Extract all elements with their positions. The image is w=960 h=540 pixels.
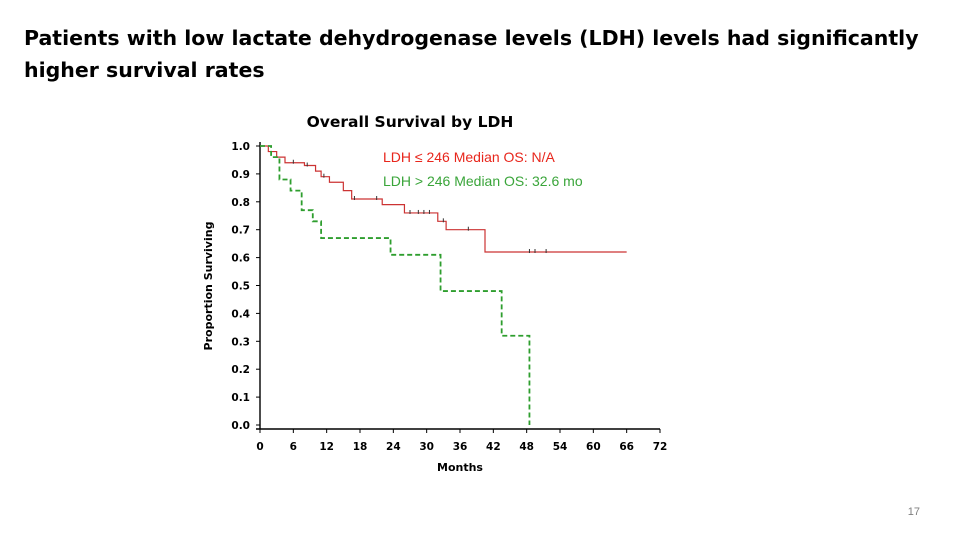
x-tick-label: 36	[453, 441, 468, 453]
y-tick-label: 0.0	[231, 420, 250, 432]
legend-ldh-low: LDH ≤ 246 Median OS: N/A	[383, 149, 556, 165]
slide-title-line-1: Patients with low lactate dehydrogenase …	[24, 26, 919, 50]
y-tick-label: 1.0	[231, 141, 250, 153]
y-tick-label: 0.4	[231, 308, 250, 320]
series-line-ldh-high	[260, 145, 531, 425]
x-tick-label: 66	[619, 441, 634, 453]
x-tick-label: 48	[519, 441, 534, 453]
x-tick-label: 30	[419, 441, 434, 453]
x-tick-label: 24	[386, 441, 401, 453]
y-tick-label: 0.3	[231, 336, 250, 348]
x-tick-label: 0	[256, 441, 263, 453]
slide-title: Patients with low lactate dehydrogenase …	[24, 22, 944, 86]
y-tick-label: 0.9	[231, 169, 250, 181]
y-tick-label: 0.6	[231, 253, 250, 265]
chart-title: Overall Survival by LDH	[307, 113, 514, 131]
x-tick-label: 42	[486, 441, 501, 453]
x-tick-label: 12	[319, 441, 334, 453]
y-tick-label: 0.1	[231, 392, 250, 404]
y-axis-label: Proportion Surviving	[202, 222, 215, 351]
x-tick-label: 6	[290, 441, 297, 453]
x-tick-label: 72	[653, 441, 668, 453]
y-tick-label: 0.7	[231, 225, 250, 237]
legend-ldh-high: LDH > 246 Median OS: 32.6 mo	[383, 173, 583, 189]
x-tick-label: 18	[353, 441, 368, 453]
x-tick-label: 60	[586, 441, 601, 453]
page-number: 17	[907, 506, 920, 518]
series-line-ldh-low	[260, 145, 627, 253]
x-axis-label: Months	[437, 461, 483, 474]
x-tick-label: 54	[553, 441, 568, 453]
y-tick-label: 0.5	[231, 281, 250, 293]
slide-title-line-2: higher survival rates	[24, 58, 265, 82]
y-tick-label: 0.8	[231, 197, 250, 209]
y-tick-label: 0.2	[231, 364, 250, 376]
